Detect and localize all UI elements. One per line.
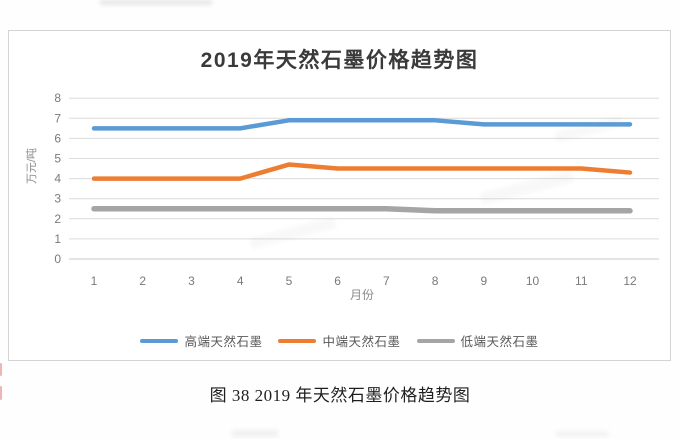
chart-title: 2019年天然石墨价格趋势图 [200,49,479,72]
y-axis-title: 万元/吨 [26,147,38,185]
legend-swatch-icon [140,338,179,343]
series-line-1 [91,162,633,181]
price-trend-chart: 2019年天然石墨价格趋势图 0 1 2 3 4 5 6 7 8 1 2 3 4 5 6 7 8 9 10 11 12 … [8,30,671,361]
scan-artifact [556,431,608,437]
scan-artifact-red-mark [0,386,2,400]
y-tick-label: 7 [54,111,61,125]
legend-item-2: 低端天然石墨 [416,331,539,350]
series-line-0 [91,118,633,131]
y-tick-label: 3 [54,192,61,206]
y-tick-label: 4 [54,172,61,186]
x-tick-label: 11 [575,274,588,288]
x-tick-label: 2 [139,274,146,288]
scan-artifact [100,0,212,5]
legend-label: 低端天然石墨 [460,335,539,349]
x-tick-label: 4 [237,274,244,288]
x-tick-label: 6 [334,274,341,288]
legend-swatch-icon [416,338,455,343]
series-line-2 [91,206,633,214]
x-tick-label: 5 [286,274,293,288]
legend-item-0: 高端天然石墨 [140,331,262,350]
x-tick-label: 7 [383,274,390,288]
scan-artifact-red-mark [0,363,2,376]
y-tick-label: 1 [54,232,61,246]
legend-item-1: 中端天然石墨 [278,331,400,350]
x-tick-label: 8 [432,274,439,288]
scan-artifact [232,430,278,437]
y-tick-label: 5 [54,152,61,166]
x-tick-label: 1 [91,274,98,288]
x-tick-label: 9 [480,274,487,288]
legend-label: 高端天然石墨 [184,335,263,349]
y-tick-label: 6 [54,131,61,145]
y-tick-label: 2 [54,212,61,226]
figure-caption: 图 38 2019 年天然石墨价格趋势图 [209,386,471,405]
x-tick-label: 12 [623,274,637,288]
legend-label: 中端天然石墨 [322,335,401,349]
x-tick-label: 10 [526,274,540,288]
x-tick-label: 3 [188,274,195,288]
y-tick-label: 0 [54,252,61,266]
y-tick-label: 8 [54,91,61,105]
x-axis-title: 月份 [349,288,374,302]
legend-swatch-icon [278,338,317,343]
legend: 高端天然石墨 中端天然石墨 低端天然石墨 [9,331,670,350]
